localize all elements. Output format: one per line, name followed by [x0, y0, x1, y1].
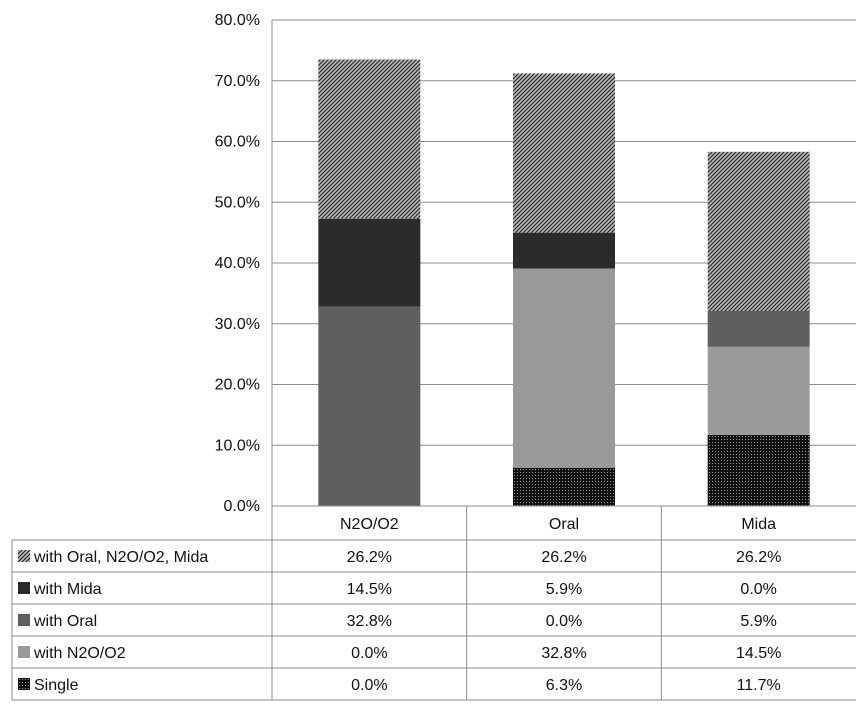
data-label: 5.9% — [546, 581, 582, 598]
bar-segment — [513, 268, 615, 468]
legend-label: with Mida — [33, 581, 102, 598]
y-tick-label: 60.0% — [215, 134, 260, 151]
legend-label: with Oral — [33, 613, 97, 630]
bar-segment — [707, 434, 810, 506]
legend-swatch — [18, 678, 30, 690]
bar-segment — [318, 306, 421, 506]
x-category-label: Mida — [741, 516, 776, 533]
legend-label: with Oral, N2O/O2, Mida — [33, 549, 208, 566]
data-label: 26.2% — [541, 549, 586, 566]
bar-segment — [707, 346, 810, 435]
bar-segment — [513, 232, 615, 269]
data-label: 14.5% — [736, 645, 781, 662]
bars — [318, 59, 810, 506]
y-tick-label: 80.0% — [215, 12, 260, 29]
y-tick-label: 40.0% — [215, 255, 260, 272]
y-tick-label: 70.0% — [215, 73, 260, 90]
bar-segment — [707, 151, 810, 311]
data-label: 5.9% — [740, 613, 776, 630]
bar-segment — [318, 59, 421, 219]
data-label: 14.5% — [347, 581, 392, 598]
data-label: 32.8% — [347, 613, 392, 630]
y-tick-label: 50.0% — [215, 194, 260, 211]
data-label: 11.7% — [737, 677, 781, 694]
data-label: 0.0% — [351, 677, 387, 694]
data-label: 6.3% — [546, 677, 582, 694]
y-tick-label: 30.0% — [215, 316, 260, 333]
data-label: 0.0% — [740, 581, 776, 598]
y-tick-label: 20.0% — [215, 377, 260, 394]
bar-segment — [513, 467, 615, 506]
y-tick-label: 0.0% — [224, 498, 260, 515]
legend-swatch — [18, 646, 30, 658]
data-label: 0.0% — [546, 613, 582, 630]
legend-swatch — [18, 550, 30, 562]
y-axis: 0.0% 10.0% 20.0% 30.0% 40.0% 50.0% 60.0% 70.0% 8… — [215, 12, 273, 515]
data-label: 26.2% — [736, 549, 781, 566]
legend-swatch — [18, 614, 30, 626]
x-category-label: Oral — [549, 516, 579, 533]
legend-label: Single — [34, 677, 79, 694]
bar-segment — [318, 218, 421, 307]
legend-label: with N2O/O2 — [33, 645, 126, 662]
data-label: 32.8% — [541, 645, 586, 662]
legend-swatch — [18, 582, 30, 594]
bar-segment — [513, 73, 615, 233]
data-label: 26.2% — [347, 549, 392, 566]
bar-segment — [707, 310, 810, 347]
data-table: N2O/O2 Oral Mida with Oral, N2O/O2, Mida 26.… — [11, 505, 856, 701]
data-label: 0.0% — [351, 645, 387, 662]
x-category-label: N2O/O2 — [340, 516, 399, 533]
y-tick-label: 10.0% — [215, 437, 260, 454]
